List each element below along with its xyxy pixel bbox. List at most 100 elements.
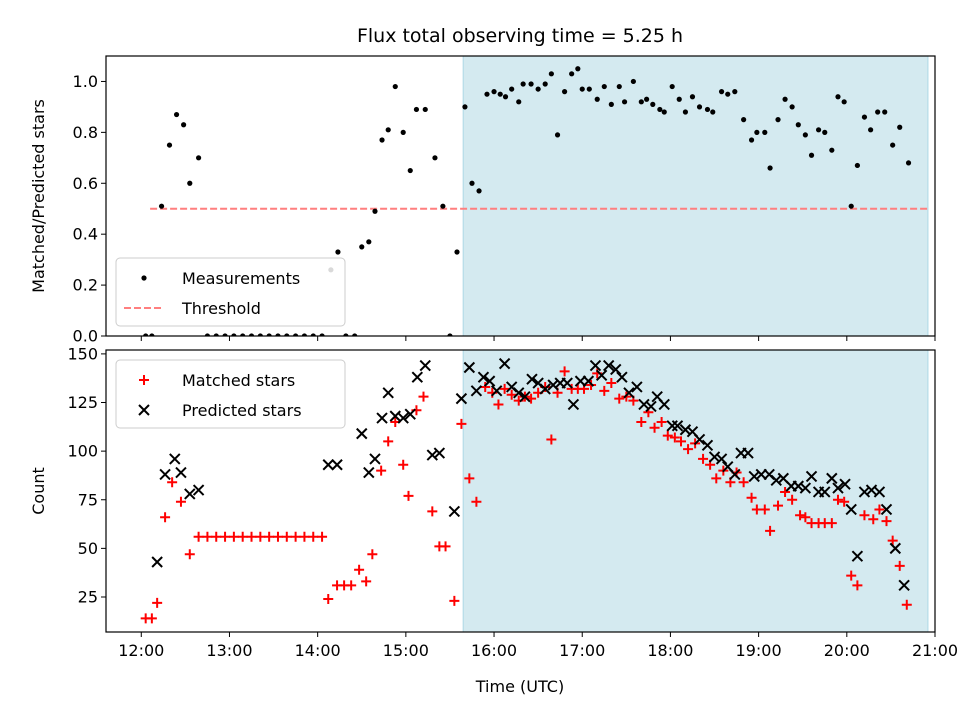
matched-star-point (499, 383, 510, 394)
matched-star-point (839, 496, 850, 507)
matched-star-point (546, 434, 557, 445)
matched-star-point (193, 531, 204, 542)
measurement-point (509, 86, 515, 92)
measurement-point (696, 104, 703, 110)
predicted-star-point (483, 375, 496, 387)
measurement-point (385, 127, 391, 133)
measurement-point (392, 83, 398, 90)
measurement-point (802, 132, 808, 138)
measurement-point (166, 142, 173, 148)
measurement-point (343, 333, 349, 336)
measurement-point (795, 122, 801, 128)
matched-star-point (614, 393, 625, 404)
predicted-star-point (513, 387, 525, 399)
matched-star-point (656, 416, 667, 427)
matched-star-point (832, 494, 843, 505)
measurement-point (732, 89, 738, 95)
measurement-point (196, 155, 202, 161)
x-tick-label: 17:00 (559, 641, 605, 660)
predicted-star-point (426, 449, 439, 461)
matched-star-point (662, 430, 673, 441)
y-tick-label: 75 (78, 490, 98, 509)
measurement-point (204, 333, 211, 336)
matched-star-point (367, 549, 378, 560)
measurement-point (762, 129, 768, 135)
predicted-star-point (708, 451, 721, 463)
measurement-point (447, 333, 453, 336)
measurement-point (767, 165, 773, 171)
measurement-point (476, 188, 482, 194)
predicted-star-point (658, 398, 670, 411)
ratio-y-axis-label: Matched/Predicted stars (29, 99, 48, 293)
predicted-star-point (799, 482, 812, 494)
matched-star-point (346, 580, 357, 591)
predicted-star-point (498, 357, 511, 370)
measurement-point (704, 106, 711, 113)
predicted-star-point (175, 466, 187, 479)
predicted-star-point (701, 439, 714, 452)
y-tick-label: 50 (78, 539, 98, 558)
measurement-point (432, 155, 438, 161)
matched-star-point (471, 496, 482, 507)
measurement-point (310, 333, 316, 336)
measurement-point (718, 89, 725, 95)
matched-star-point (440, 541, 451, 552)
legend-box (115, 257, 346, 327)
matched-star-point (160, 512, 171, 523)
predicted-star-point (159, 468, 171, 481)
measurement-point (542, 81, 548, 87)
measurement-point (601, 83, 607, 90)
legend-marker-plus (139, 375, 149, 385)
predicted-star-point (826, 472, 838, 485)
matched-star-point (308, 531, 319, 542)
matched-star-point (787, 494, 798, 505)
matched-star-point (167, 477, 178, 488)
matched-star-point (383, 436, 394, 447)
measurement-point (854, 162, 860, 169)
measurement-point (454, 249, 460, 255)
count-plot-area (140, 357, 912, 624)
predicted-star-point (851, 550, 864, 562)
matched-star-point (746, 492, 757, 503)
predicted-star-point (889, 542, 902, 555)
matched-star-point (669, 432, 680, 443)
matched-star-point (202, 531, 213, 542)
predicted-star-point (792, 480, 805, 492)
matched-star-point (759, 504, 770, 515)
measurement-point (143, 333, 149, 336)
measurement-point (222, 333, 228, 336)
measurement-point (516, 99, 522, 105)
matched-star-point (146, 613, 157, 624)
measurement-point (181, 122, 187, 128)
count-legend: Matched stars Predicted stars (115, 359, 346, 429)
predicted-star-point (582, 375, 595, 387)
predicted-star-point (805, 470, 818, 483)
measurement-point (890, 142, 896, 148)
predicted-star-point (404, 408, 416, 420)
matched-star-point (868, 514, 879, 525)
matched-star-point (698, 453, 709, 464)
measurement-point (594, 96, 600, 102)
predicted-star-point (679, 424, 692, 436)
count-y-axis-label: Count (29, 467, 48, 515)
measurement-point (650, 101, 656, 107)
matched-star-point (636, 416, 647, 427)
measurement-point (502, 94, 509, 100)
measurement-point (213, 333, 219, 336)
measurement-point (231, 333, 237, 336)
predicted-star-point (567, 398, 580, 411)
predicted-star-point (880, 503, 893, 516)
measurement-point (484, 91, 490, 97)
matched-star-point (354, 564, 365, 575)
predicted-star-point (589, 359, 602, 372)
matched-star-point (237, 531, 248, 542)
predicted-star-point (610, 363, 622, 376)
measurement-point (158, 203, 165, 209)
y-tick-label: 125 (67, 393, 98, 412)
matched-star-point (272, 531, 283, 542)
measurement-point (352, 333, 358, 336)
measurement-point (882, 109, 888, 115)
matched-star-point (255, 531, 266, 542)
measurement-point (725, 91, 731, 97)
predicted-star-point (693, 433, 706, 446)
